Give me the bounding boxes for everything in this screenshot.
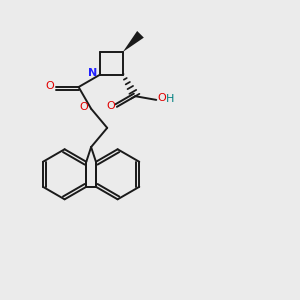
Text: O: O bbox=[80, 102, 88, 112]
Text: N: N bbox=[88, 68, 98, 78]
Text: H: H bbox=[166, 94, 175, 104]
Text: O: O bbox=[106, 101, 115, 111]
Text: O: O bbox=[157, 93, 166, 103]
Text: O: O bbox=[45, 81, 54, 91]
Polygon shape bbox=[123, 31, 144, 52]
